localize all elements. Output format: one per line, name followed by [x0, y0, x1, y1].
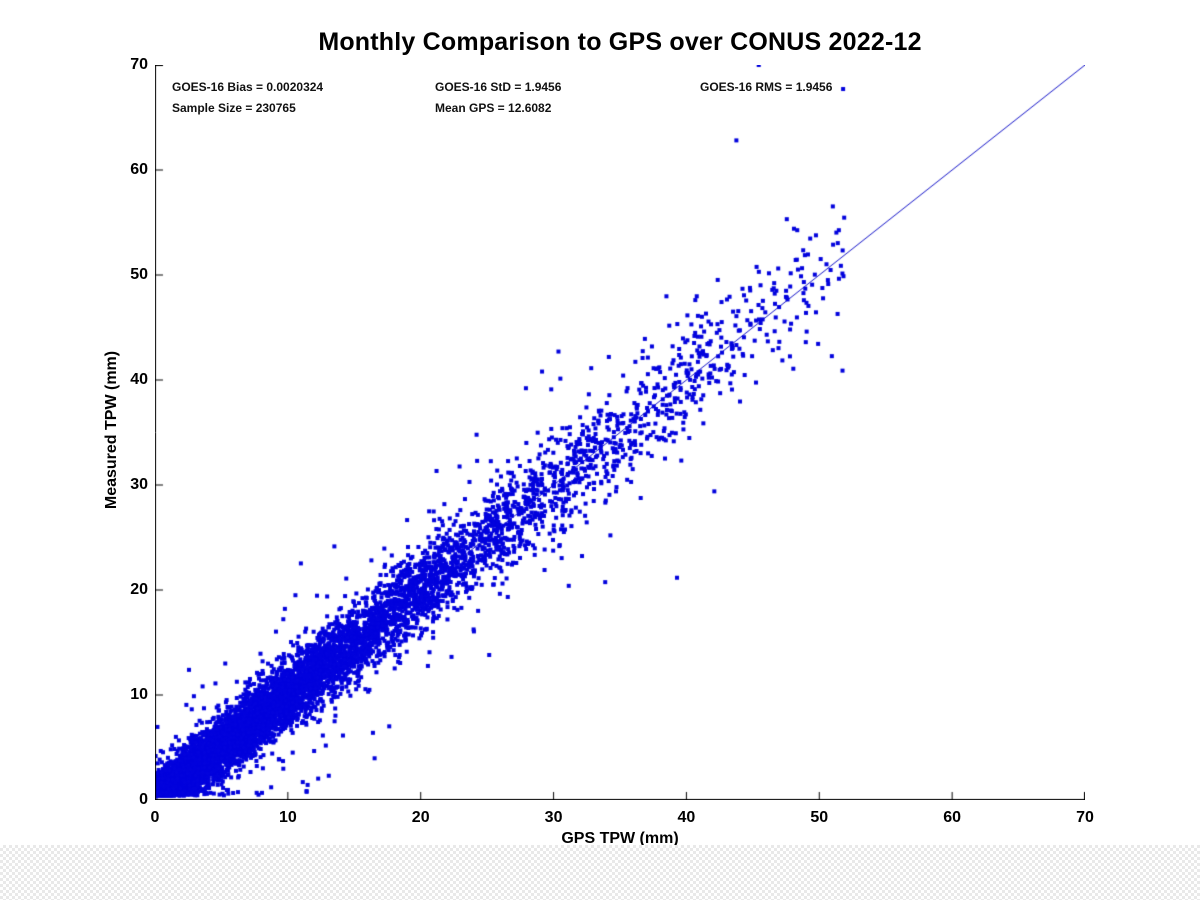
x-axis-label: GPS TPW (mm) [561, 830, 679, 847]
y-tick-label: 40 [130, 371, 148, 388]
y-tick-label: 50 [130, 266, 148, 283]
y-tick-label: 20 [130, 581, 148, 598]
chart-title: Monthly Comparison to GPS over CONUS 202… [318, 28, 922, 56]
x-tick-label: 10 [278, 809, 297, 826]
x-tick-label: 30 [544, 809, 563, 826]
x-axis-tick-labels: 0 10 20 30 40 50 60 70 [151, 800, 1094, 830]
y-tick-label: 60 [130, 161, 148, 178]
scatter-canvas [155, 65, 1085, 800]
y-axis-label: Measured TPW (mm) [103, 350, 120, 510]
x-tick-label: 20 [411, 809, 430, 826]
y-tick-label: 0 [139, 791, 148, 808]
x-tick-label: 40 [677, 809, 696, 826]
x-tick-label: 0 [150, 809, 160, 826]
y-tick-label: 30 [130, 476, 148, 493]
bottom-hatch-texture [0, 845, 1200, 900]
y-tick-label: 10 [130, 686, 148, 703]
y-tick-label: 70 [130, 56, 148, 73]
x-tick-label: 60 [943, 809, 962, 826]
x-tick-label: 70 [1076, 809, 1094, 826]
x-tick-label: 50 [810, 809, 829, 826]
y-axis-tick-labels: 0 10 20 30 40 50 60 70 [0, 56, 148, 808]
plot-area [155, 65, 1085, 800]
